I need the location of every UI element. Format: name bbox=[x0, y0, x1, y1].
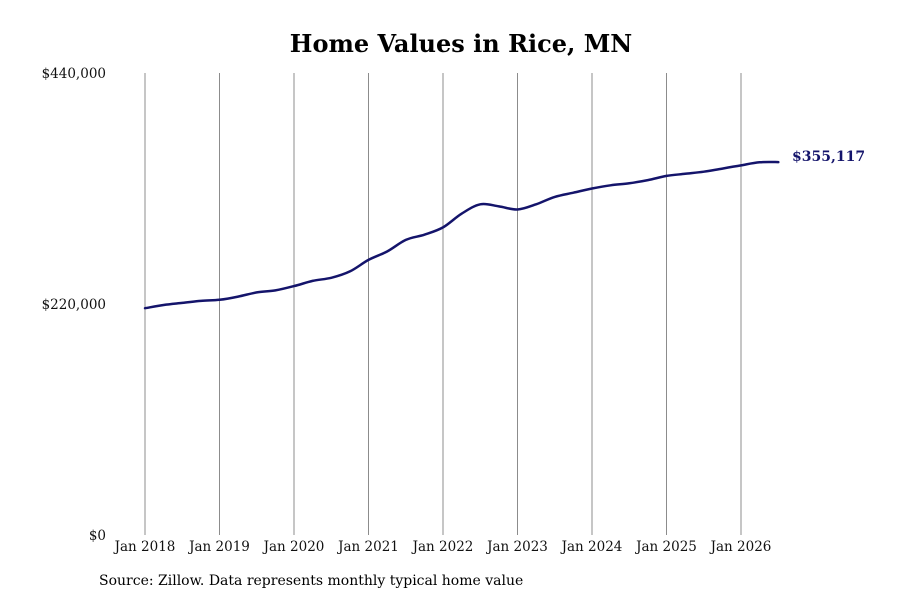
x-tick-label: Jan 2024 bbox=[560, 539, 623, 555]
x-tick-label: Jan 2019 bbox=[187, 539, 250, 555]
grid-lines bbox=[144, 73, 742, 535]
home-value-line bbox=[143, 160, 780, 310]
x-tick-label: Jan 2026 bbox=[709, 539, 772, 555]
x-axis-ticks: Jan 2018 Jan 2019 Jan 2020 Jan 2021 Jan 2022… bbox=[113, 539, 772, 555]
y-tick-label: $440,000 bbox=[42, 66, 106, 82]
x-tick-label: Jan 2023 bbox=[485, 539, 548, 555]
chart-title: Home Values in Rice, MN bbox=[290, 29, 632, 58]
x-tick-label: Jan 2018 bbox=[113, 539, 176, 555]
x-tick-label: Jan 2025 bbox=[634, 539, 697, 555]
source-note: Source: Zillow. Data represents monthly … bbox=[99, 573, 524, 589]
y-tick-label: $220,000 bbox=[42, 297, 106, 313]
y-axis-ticks: $0 $220,000 $440,000 bbox=[42, 66, 106, 544]
x-tick-label: Jan 2021 bbox=[336, 539, 399, 555]
last-value-label: $355,117 bbox=[792, 149, 865, 165]
y-tick-label: $0 bbox=[89, 528, 106, 544]
x-tick-label: Jan 2022 bbox=[411, 539, 474, 555]
x-tick-label: Jan 2020 bbox=[262, 539, 325, 555]
